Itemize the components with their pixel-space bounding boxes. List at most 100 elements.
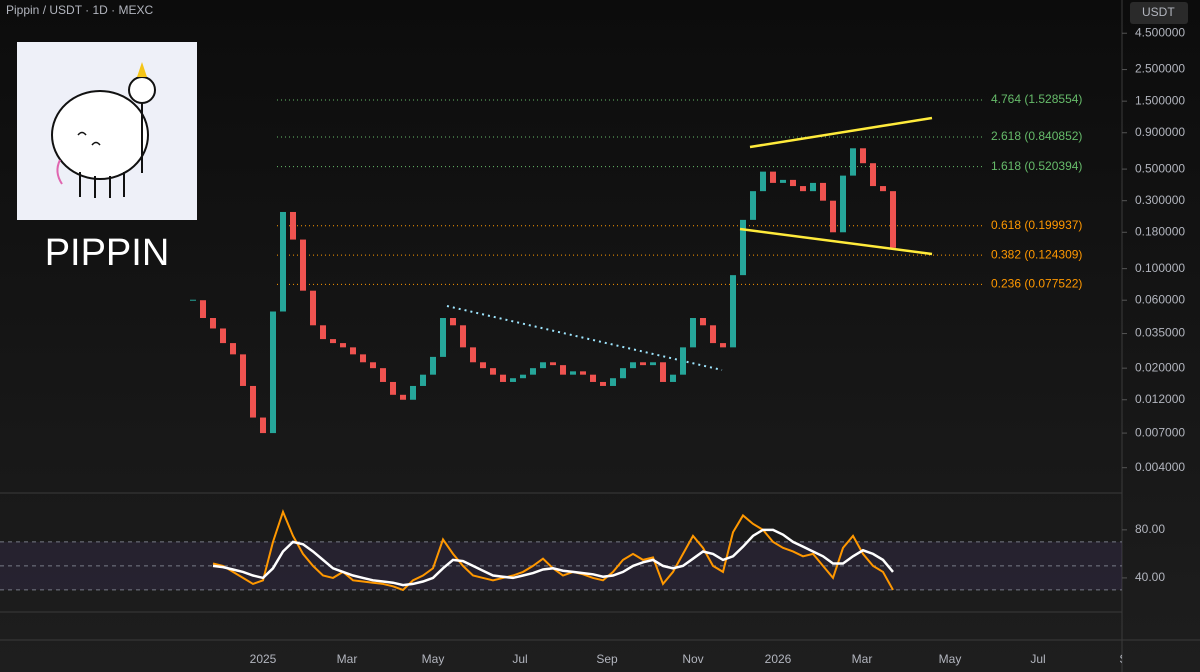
candle <box>200 300 206 319</box>
y-tick-label: 0.060000 <box>1135 292 1185 306</box>
candle <box>380 368 386 382</box>
fib-label: 0.236 (0.077522) <box>991 277 1082 291</box>
candle <box>290 211 296 240</box>
candle <box>880 186 886 192</box>
candle <box>700 318 706 326</box>
candle <box>860 148 866 164</box>
candle <box>340 343 346 348</box>
rsi-tick-label: 40.00 <box>1135 570 1165 584</box>
logo-body <box>51 90 149 180</box>
candle <box>790 179 796 187</box>
candle <box>660 362 666 382</box>
x-tick-label: May <box>422 652 445 666</box>
candle <box>400 394 406 400</box>
time-axis: 2025 Mar May Jul Sep Nov 2026 Mar May Jul Sep <box>250 652 1141 666</box>
candle <box>740 219 746 276</box>
candle <box>240 354 246 386</box>
candle <box>250 385 256 418</box>
x-tick-label: Sep <box>596 652 618 666</box>
candle <box>600 381 606 386</box>
rsi-tick-label: 80.00 <box>1135 522 1165 536</box>
candle <box>490 368 496 375</box>
candle <box>510 378 516 382</box>
y-tick-label: 2.500000 <box>1135 62 1185 76</box>
candle <box>560 365 566 375</box>
fib-label: 0.382 (0.124309) <box>991 247 1082 261</box>
y-tick-label: 0.035000 <box>1135 326 1185 340</box>
x-tick-label: 2026 <box>765 652 792 666</box>
y-tick-label: 4.500000 <box>1135 25 1185 39</box>
candle <box>820 182 826 201</box>
y-tick-label: 0.900000 <box>1135 125 1185 139</box>
candle <box>760 171 766 192</box>
currency-badge[interactable] <box>1130 2 1188 24</box>
candle <box>440 318 446 357</box>
candle <box>500 374 506 382</box>
candle <box>450 318 456 326</box>
candle <box>430 356 436 375</box>
candle <box>580 371 586 375</box>
x-tick-label: Mar <box>337 652 358 666</box>
y-tick-label: 1.500000 <box>1135 93 1185 107</box>
candle <box>780 179 786 183</box>
candle <box>300 239 306 291</box>
logo <box>17 42 197 220</box>
y-tick-label: 0.180000 <box>1135 224 1185 238</box>
fib-label: 0.618 (0.199937) <box>991 218 1082 232</box>
y-tick-label: 0.012000 <box>1135 392 1185 406</box>
candle <box>830 200 836 233</box>
candle <box>690 318 696 348</box>
logo-tail <box>56 159 63 185</box>
candle <box>260 417 266 434</box>
x-tick-label: Mar <box>852 652 873 666</box>
y-tick-label: 0.100000 <box>1135 261 1185 275</box>
candle <box>310 290 316 326</box>
x-tick-label: May <box>939 652 962 666</box>
candle <box>540 362 546 369</box>
candle <box>210 318 216 329</box>
candle <box>280 211 286 312</box>
fib-label: 1.618 (0.520394) <box>991 159 1082 173</box>
candle <box>480 362 486 369</box>
candle <box>800 186 806 192</box>
candle <box>460 325 466 348</box>
candle <box>520 374 526 379</box>
candle <box>570 371 576 375</box>
candle <box>680 347 686 375</box>
candle <box>420 374 426 386</box>
currency-label[interactable]: USDT <box>1142 5 1175 19</box>
candle <box>550 362 556 366</box>
x-tick-label: Sep <box>1119 652 1141 666</box>
x-tick-label: Jul <box>512 652 527 666</box>
candle <box>220 328 226 344</box>
candle <box>810 182 816 192</box>
candle <box>470 347 476 363</box>
candle <box>620 368 626 379</box>
trend-line <box>446 305 723 371</box>
y-tick-label: 0.007000 <box>1135 425 1185 439</box>
symbol-title: Pippin / USDT · 1D · MEXC <box>6 3 153 17</box>
candle <box>530 368 536 375</box>
candle <box>320 325 326 340</box>
fib-label: 2.618 (0.840852) <box>991 129 1082 143</box>
x-tick-label: Jul <box>1030 652 1045 666</box>
logo-hat <box>137 62 147 77</box>
channel-line <box>739 227 933 256</box>
x-tick-label: Nov <box>682 652 703 666</box>
candle <box>630 362 636 369</box>
candle <box>710 325 716 344</box>
candle <box>840 175 846 233</box>
logo-face <box>77 131 101 146</box>
candle <box>730 275 736 348</box>
candle <box>720 343 726 348</box>
candle <box>350 347 356 355</box>
candle <box>650 362 656 366</box>
candle <box>770 171 776 183</box>
y-tick-label: 0.020000 <box>1135 360 1185 374</box>
logo-head <box>128 76 156 104</box>
candle <box>270 311 276 434</box>
candle <box>360 354 366 363</box>
candle <box>640 362 646 366</box>
candle <box>670 374 676 382</box>
